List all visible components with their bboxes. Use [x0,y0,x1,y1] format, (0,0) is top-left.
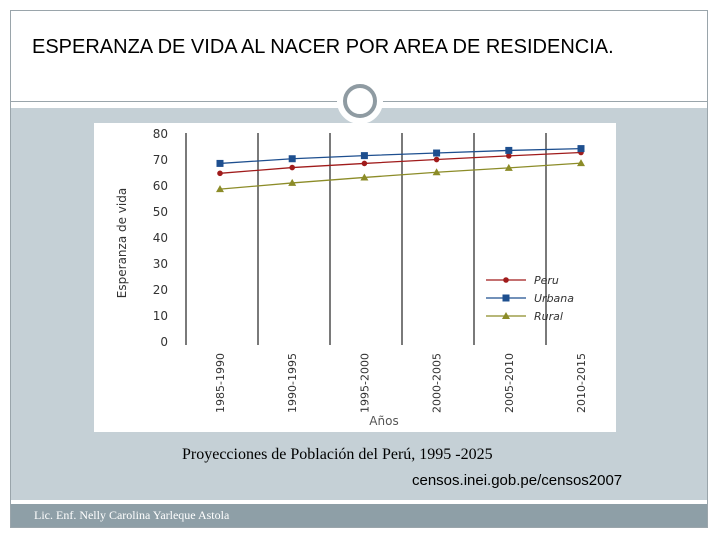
data-point-urbana [577,145,585,153]
x-tick-label: 1985-1990 [214,353,227,413]
x-tick-label: 1995-2000 [358,353,371,413]
series-line-peru [219,151,582,174]
y-tick-label: 10 [153,309,168,323]
footer-author: Lic. Enf. Nelly Carolina Yarleque Astola [34,508,230,522]
slide-frame [10,10,708,528]
data-point-rural [432,168,441,176]
y-tick-label: 80 [153,127,168,141]
data-point-urbana [433,149,441,157]
data-point-rural [216,185,224,193]
y-tick-label: 20 [153,283,168,297]
ring-ornament-icon [337,78,383,124]
data-point-urbana [360,152,368,160]
x-tick-label: 2005-2010 [503,353,516,413]
y-tick-label: 0 [160,335,168,349]
legend-label-peru: Peru [534,274,559,287]
footer-bar [11,504,707,527]
legend-label-rural: Rural [534,310,563,323]
data-point-peru [433,156,440,163]
series-line-rural [219,162,582,190]
data-point-urbana [288,155,296,163]
chart-caption: Proyecciones de Población del Perú, 1995… [182,446,493,463]
legend-marker-rural [502,312,510,319]
data-point-peru [506,153,512,159]
data-point-peru [217,170,223,177]
legend-marker-peru [503,277,509,283]
x-axis-label: Años [369,414,398,428]
slide-title: ESPERANZA DE VIDA AL NACER POR AREA DE R… [32,36,614,58]
y-tick-label: 30 [153,257,168,271]
y-tick-label: 50 [153,205,168,219]
x-tick-label: 1990-1995 [286,353,299,413]
x-tick-label: 2000-2005 [431,353,444,413]
data-point-urbana [216,159,224,167]
source-link[interactable]: censos.inei.gob.pe/censos2007 [412,472,623,489]
data-point-rural [504,163,513,171]
life-expectancy-chart: 0 10 20 30 40 50 60 70 80 Esperanza de vida 1985-1… [115,127,619,428]
y-tick-label: 60 [153,179,168,193]
x-tick-label: 2010-2015 [575,353,588,413]
legend-label-urbana: Urbana [534,292,574,305]
data-point-peru [289,164,295,171]
data-point-peru [361,160,368,167]
y-tick-label: 70 [153,153,168,167]
data-point-urbana [505,146,513,154]
series-line-urbana [219,147,582,165]
data-point-rural [360,173,369,181]
legend-marker-urbana [502,294,510,302]
chart-container: 0 10 20 30 40 50 60 70 80 Esperanza de vida 1985-1… [94,123,619,432]
y-axis-label: Esperanza de vida [115,188,129,298]
y-tick-label: 40 [153,231,168,245]
data-point-rural [577,159,585,167]
data-point-rural [288,178,297,186]
